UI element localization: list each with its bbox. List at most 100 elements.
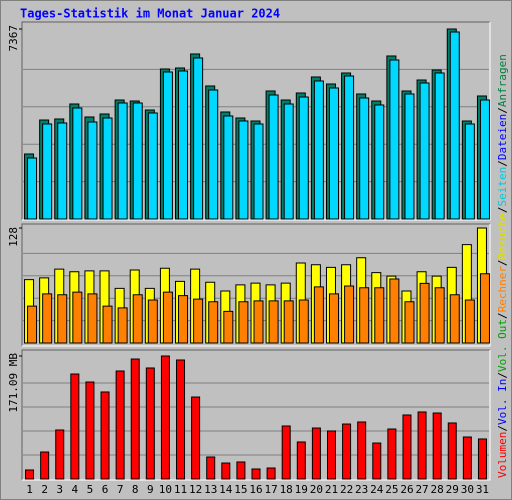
bar <box>281 425 291 480</box>
panel-border <box>21 349 490 480</box>
bar <box>193 298 204 344</box>
bar <box>251 468 261 480</box>
bar <box>374 287 385 344</box>
x-tick-label: 22 <box>340 483 353 496</box>
x-tick-label: 29 <box>446 483 459 496</box>
x-tick-label: 19 <box>295 483 308 496</box>
bar <box>238 301 249 344</box>
bar <box>208 301 219 344</box>
bar <box>223 115 234 220</box>
bar <box>253 123 264 220</box>
x-tick-label: 14 <box>219 483 233 496</box>
bar <box>117 307 128 344</box>
x-tick-label: 5 <box>87 483 94 496</box>
bar <box>389 278 400 344</box>
x-tick-label: 26 <box>400 483 413 496</box>
legend-entry: Volumen <box>496 432 509 478</box>
x-tick-label: 10 <box>159 483 172 496</box>
bar <box>87 293 98 344</box>
legend-separator: / <box>496 312 509 319</box>
bar <box>402 414 412 480</box>
bar <box>72 291 83 344</box>
x-tick-label: 2 <box>41 483 48 496</box>
bar <box>449 31 460 220</box>
bar <box>374 104 385 220</box>
x-tick-label: 11 <box>174 483 187 496</box>
x-tick-label: 1 <box>26 483 33 496</box>
bar <box>344 285 355 344</box>
bar <box>432 412 442 480</box>
bar <box>102 305 113 344</box>
legend-entry: Anfragen <box>496 54 509 107</box>
legend: Volumen/Vol. In/Vol. Out/Rechner/Besuche… <box>496 54 509 478</box>
bar <box>206 456 216 480</box>
bar <box>344 75 355 220</box>
bar <box>462 436 472 480</box>
bar <box>87 121 98 220</box>
legend-separator: / <box>496 107 509 114</box>
bar <box>419 282 430 344</box>
x-tick-label: 30 <box>461 483 474 496</box>
bar <box>191 396 201 480</box>
bar <box>25 469 35 480</box>
bar <box>115 370 125 480</box>
legend-separator: / <box>496 425 509 432</box>
bar <box>42 293 53 344</box>
bar <box>328 293 339 344</box>
legend-entry: Besuche <box>496 213 509 259</box>
bar <box>132 294 143 344</box>
bar <box>130 358 140 480</box>
bar <box>298 299 309 344</box>
legend-entry: Rechner <box>496 266 509 313</box>
bar <box>479 99 490 220</box>
panel-border <box>22 224 491 347</box>
bar <box>145 367 155 480</box>
bar <box>404 93 415 220</box>
bar <box>389 59 400 220</box>
bar <box>311 427 321 480</box>
bar <box>236 461 246 480</box>
bar <box>268 300 279 344</box>
legend-separator: / <box>496 160 509 167</box>
x-tick-label: 24 <box>370 483 384 496</box>
x-tick-label: 7 <box>117 483 124 496</box>
bar <box>449 294 460 344</box>
bar <box>27 305 38 344</box>
bar <box>223 310 234 344</box>
bar <box>70 373 80 480</box>
bar <box>100 391 110 480</box>
legend-entry: Dateien <box>496 114 509 160</box>
bar <box>178 70 189 220</box>
bar <box>417 411 427 480</box>
legend-entry: Seiten <box>496 167 509 207</box>
x-tick-label: 3 <box>56 483 63 496</box>
bar <box>387 428 397 480</box>
bar <box>27 157 38 220</box>
bar <box>102 117 113 220</box>
panel-border <box>21 21 490 220</box>
x-tick-label: 9 <box>147 483 154 496</box>
x-tick-label: 31 <box>476 483 489 496</box>
bar <box>176 359 186 480</box>
panel-border <box>22 350 491 481</box>
x-tick-label: 17 <box>264 483 277 496</box>
x-tick-label: 25 <box>385 483 398 496</box>
bar <box>328 87 339 220</box>
x-tick-label: 28 <box>431 483 444 496</box>
bar <box>132 102 143 220</box>
bar <box>221 462 231 480</box>
bar <box>193 57 204 220</box>
bar <box>57 294 68 344</box>
bar <box>447 422 457 480</box>
bar <box>40 451 50 480</box>
bar <box>359 287 370 344</box>
bar <box>313 80 324 220</box>
bar <box>434 72 445 220</box>
bar <box>42 123 53 220</box>
bar <box>359 97 370 220</box>
y-tick-label: 7367 <box>7 25 20 52</box>
y-tick-label: 171.09 MB <box>7 353 20 413</box>
bar <box>477 438 487 480</box>
x-tick-label: 27 <box>415 483 428 496</box>
